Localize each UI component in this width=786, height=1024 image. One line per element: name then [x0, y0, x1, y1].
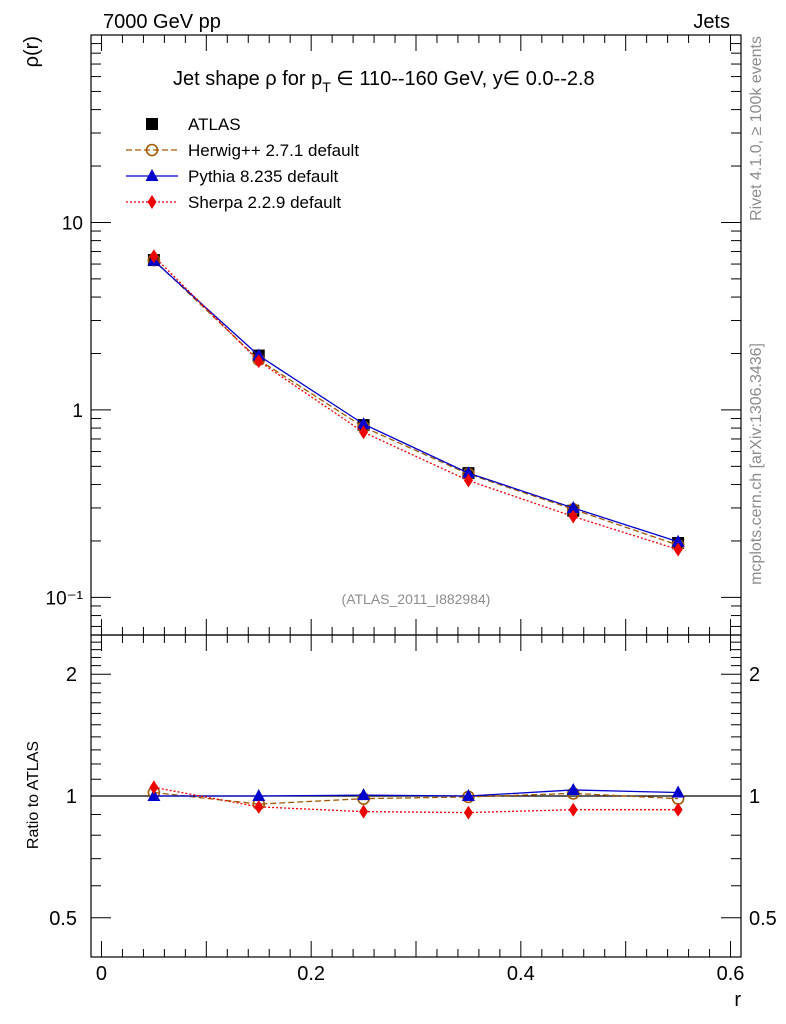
main-pythia-point [671, 534, 685, 547]
ratio-pythia-point [252, 789, 266, 801]
main-sherpa-line [153, 255, 679, 551]
main-sherpa-point [463, 473, 473, 488]
main-sherpa-point [568, 509, 578, 524]
ratio-sherpa-point [463, 805, 473, 820]
ratio-tick-label-left: 2 [66, 664, 77, 686]
main-sherpa-point [254, 354, 264, 369]
x-axis-label: r [734, 989, 741, 1011]
legend-label: Herwig++ 2.7.1 default [188, 141, 359, 160]
ratio-sherpa-point [568, 802, 578, 817]
ratio-pythia-point [147, 789, 161, 801]
main-y-axis-label: ρ(r) [21, 36, 43, 67]
ratio-sherpa-point [673, 802, 683, 817]
ratio-sherpa-point [359, 804, 369, 819]
chart-title-main: Jet shape ρ for p [173, 68, 322, 90]
x-tick-label: 0 [96, 963, 107, 985]
ratio-tick-label-left: 0.5 [49, 908, 77, 930]
header-left: 7000 GeV pp [103, 11, 221, 33]
ratio-tick-label-right: 2 [749, 664, 760, 686]
legend-marker [145, 143, 159, 157]
ratio-sherpa-line [153, 786, 679, 814]
main-pythia-point [461, 466, 475, 479]
chart-title-sub: T [322, 79, 331, 95]
main-y-axis-ticks: 10 1 10⁻¹ [46, 34, 741, 627]
legend-marker [147, 195, 157, 209]
ratio-herwig-line [153, 791, 679, 805]
legend-marker [146, 118, 158, 130]
legend-label: Pythia 8.235 default [188, 167, 339, 186]
ratio-pythia-point [461, 789, 475, 801]
analysis-watermark: (ATLAS_2011_I882984) [342, 591, 491, 607]
ratio-tick-label-right: 1 [749, 786, 760, 808]
ratio-tick-label-left: 1 [66, 786, 77, 808]
main-pythia-point [357, 417, 371, 430]
rivet-label: Rivet 4.1.0, ≥ 100k events [748, 36, 765, 221]
ratio-sherpa-point [149, 780, 159, 795]
ratio-sherpa-point [254, 799, 264, 814]
x-tick-label: 0.6 [717, 963, 745, 985]
x-tick-label: 0.2 [297, 963, 325, 985]
main-pythia-point [566, 500, 580, 513]
ratio-y-axis-label: Ratio to ATLAS [25, 741, 42, 849]
x-axis-ticks: 0 0.2 0.4 0.6 [96, 35, 745, 985]
ratio-pythia-line [153, 789, 679, 797]
chart-title: Jet shape ρ for pT ∈ 110--160 GeV, y∈ 0.… [173, 68, 595, 95]
ratio-pythia-point [566, 782, 580, 795]
main-series-group [147, 249, 685, 557]
x-tick-label: 0.4 [507, 963, 535, 985]
mcplots-label: mcplots.cern.ch [arXiv:1306.3436] [748, 343, 765, 585]
header-right: Jets [693, 11, 730, 33]
y-tick-label: 1 [72, 401, 83, 422]
main-sherpa-point [673, 542, 683, 557]
main-herwig-line [153, 259, 679, 546]
main-pythia-line [153, 260, 679, 543]
ratio-pythia-point [671, 785, 685, 798]
main-sherpa-point [359, 425, 369, 440]
legend: ATLAS Herwig++ 2.7.1 default Pythia 8.235 … [126, 115, 359, 212]
y-tick-label: 10⁻¹ [46, 588, 84, 609]
legend-label: ATLAS [188, 115, 241, 134]
legend-label: Sherpa 2.2.9 default [188, 193, 341, 212]
main-sherpa-point [149, 249, 159, 264]
chart-title-rest: ∈ 110--160 GeV, y∈ 0.0--2.8 [331, 68, 595, 90]
ratio-series-group [147, 780, 685, 820]
y-tick-label: 10 [62, 213, 83, 234]
ratio-y-axis-ticks: 2 2 1 1 0.5 0.5 [49, 634, 777, 930]
ratio-tick-label-right: 0.5 [749, 908, 777, 930]
ratio-pythia-point [357, 788, 371, 801]
legend-marker [145, 169, 159, 181]
